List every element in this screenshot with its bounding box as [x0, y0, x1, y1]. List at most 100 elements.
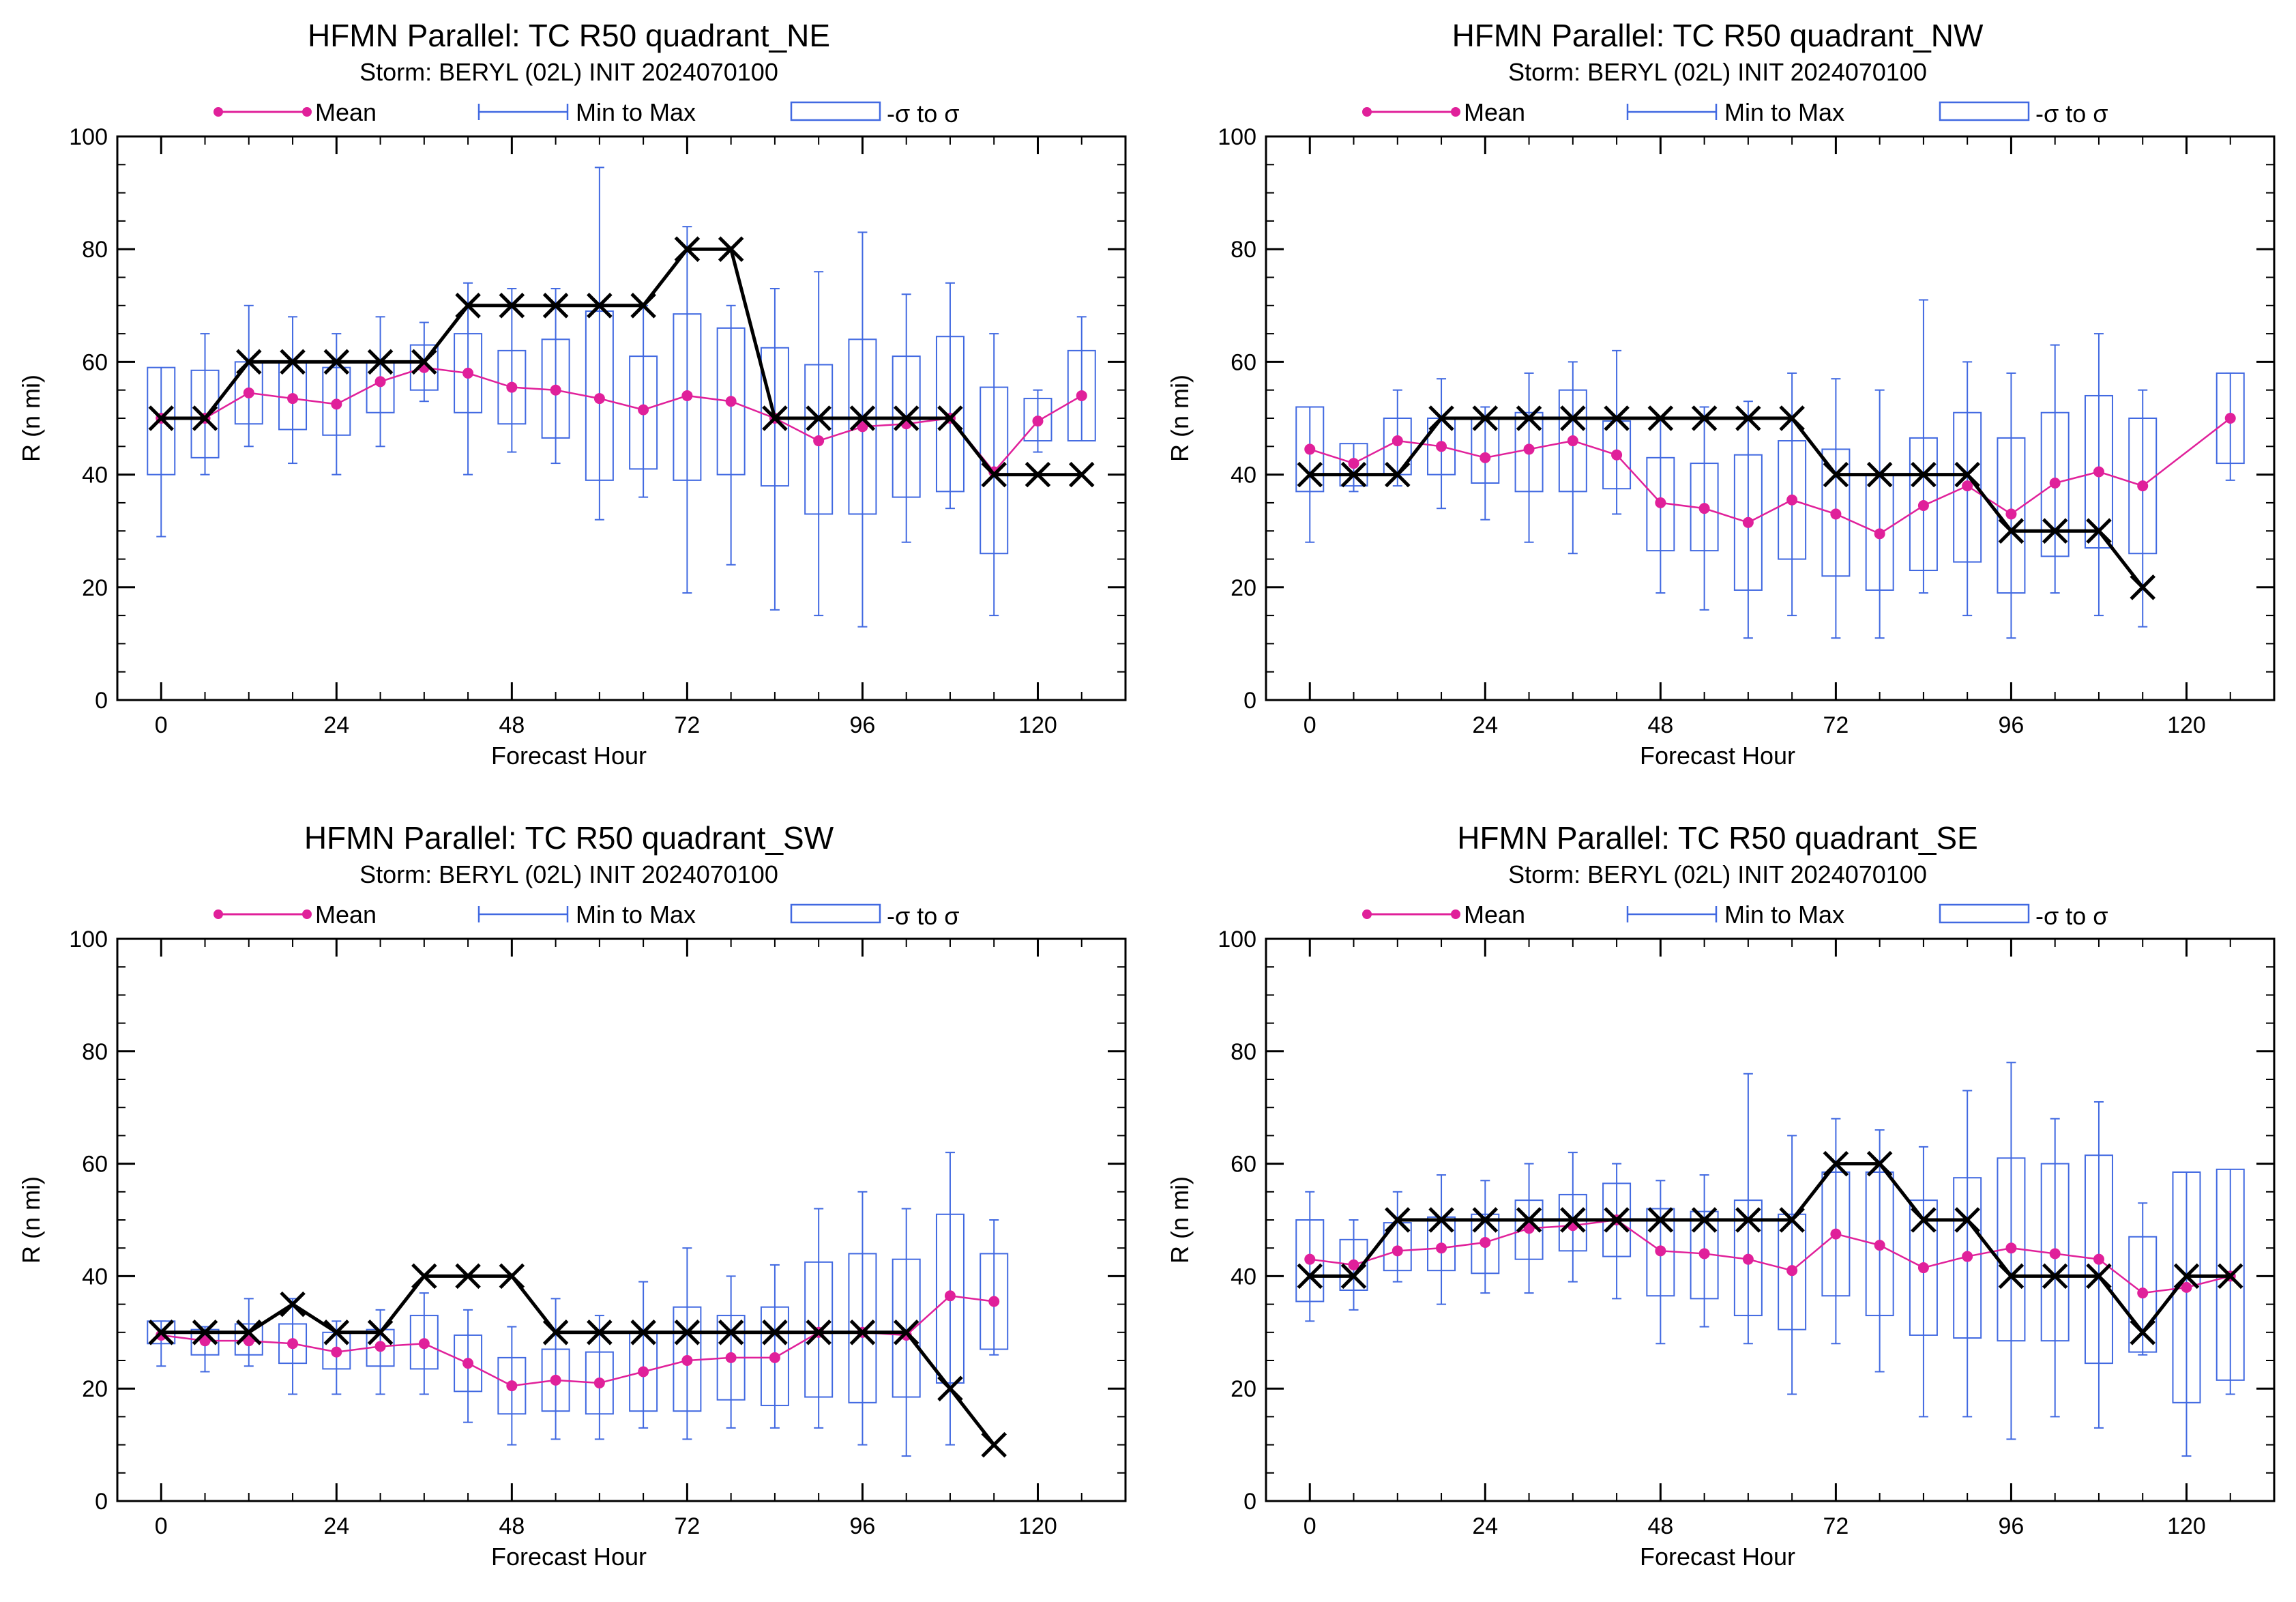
mean-point — [1567, 435, 1578, 447]
mean-line — [1310, 1219, 2231, 1294]
mean-point — [1392, 1245, 1403, 1257]
box-30h — [1514, 372, 1544, 543]
observed-marker-stroke — [1340, 461, 1367, 488]
x-tick-label: 24 — [1472, 1513, 1498, 1539]
observed-marker — [937, 405, 963, 431]
box-78h — [716, 304, 746, 566]
y-axis-label: R (n mi) — [1166, 375, 1194, 462]
box-126h — [2216, 1168, 2245, 1395]
observed-marker-stroke — [192, 1320, 218, 1345]
observed-marker-stroke — [1647, 405, 1674, 431]
y-tick-label: 80 — [1231, 1039, 1256, 1065]
box-66h — [1778, 1135, 1807, 1395]
observed-marker-stroke — [2042, 518, 2068, 544]
observed-marker — [542, 293, 569, 319]
mean-point — [1611, 449, 1623, 461]
observed-marker-stroke — [937, 405, 963, 431]
mean-point — [374, 1341, 386, 1352]
mean-point — [1830, 1228, 1842, 1240]
legend-sigma-box — [1939, 101, 2030, 121]
legend: Mean Min to Max -σ to σ — [214, 901, 959, 930]
legend-sigma-label: -σ to σ — [887, 902, 959, 930]
plot-frame — [116, 937, 1127, 1502]
box-90h — [804, 1208, 834, 1429]
mean-point — [287, 1338, 299, 1350]
observed-marker — [1340, 1263, 1367, 1290]
mean-point — [1874, 528, 1885, 540]
observed-marker — [762, 405, 788, 431]
x-tick-label: 48 — [1647, 1513, 1673, 1539]
box-66h — [629, 1281, 658, 1429]
panel-4: HFMN Parallel: TC R50 quadrant_SE Storm: … — [1166, 820, 2276, 1571]
observed-line — [161, 1274, 996, 1446]
x-tick-label: 72 — [1823, 1513, 1849, 1539]
observed-marker-stroke — [1516, 1207, 1542, 1233]
observed-marker-stroke — [2086, 518, 2112, 544]
observed-marker-stroke — [455, 293, 481, 319]
box-84h — [760, 288, 789, 611]
observed-marker — [1647, 405, 1674, 431]
observed-marker-stroke — [1779, 1207, 1805, 1233]
box-114h — [980, 333, 1009, 617]
observed-marker — [674, 1320, 701, 1345]
observed-marker — [806, 1320, 831, 1345]
observed-marker-stroke — [2130, 1320, 2155, 1345]
mean-point — [1874, 1240, 1885, 1251]
observed-marker — [718, 236, 744, 262]
y-axis-label: R (n mi) — [17, 375, 45, 462]
observed-marker-stroke — [1340, 1263, 1367, 1290]
observed-marker — [236, 1320, 262, 1345]
box-72h — [673, 226, 702, 594]
observed-marker — [455, 1263, 481, 1290]
y-tick-label: 0 — [95, 1489, 108, 1515]
observed-marker — [2086, 518, 2112, 544]
mean-point — [550, 384, 561, 396]
observed-marker — [192, 405, 218, 431]
observed-marker — [1823, 1150, 1849, 1177]
observed-marker — [148, 405, 175, 431]
observed-marker-stroke — [499, 293, 525, 319]
mean-point — [1348, 1259, 1359, 1270]
observed-marker-stroke — [674, 236, 701, 262]
mean-point — [2181, 1281, 2192, 1293]
observed-marker — [849, 405, 876, 431]
legend-mean-label: Mean — [315, 901, 377, 929]
observed-marker — [542, 1320, 569, 1345]
legend: Mean Min to Max -σ to σ — [1362, 98, 2108, 128]
mean-point — [1523, 1223, 1535, 1234]
observed-marker — [1998, 518, 2025, 544]
mean-line — [161, 366, 1083, 474]
mean-point — [506, 1380, 518, 1392]
observed-marker-stroke — [1691, 405, 1718, 431]
mean-point — [1480, 452, 1491, 463]
observed-marker-stroke — [367, 349, 394, 375]
legend-mean-marker — [1451, 107, 1460, 117]
x-tick-label: 48 — [499, 712, 525, 738]
mean-point — [462, 367, 474, 379]
observed-marker — [1779, 1207, 1805, 1233]
observed-marker-stroke — [1954, 461, 1980, 488]
mean-point — [2093, 1253, 2104, 1265]
observed-marker — [806, 405, 831, 431]
box-96h — [848, 1191, 877, 1446]
mean-point — [1742, 1253, 1754, 1265]
y-tick-label: 20 — [82, 1376, 108, 1402]
observed-marker — [1911, 461, 1937, 488]
observed-marker — [674, 236, 701, 262]
observed-marker-stroke — [1560, 1207, 1586, 1233]
chart-title: HFMN Parallel: TC R50 quadrant_SE — [1457, 820, 1978, 856]
observed-marker — [411, 349, 437, 375]
box-60h — [585, 166, 614, 521]
observed-marker-stroke — [1998, 518, 2025, 544]
y-tick-label: 60 — [1231, 349, 1256, 375]
mean-point — [2137, 480, 2149, 492]
observed-marker-stroke — [280, 1291, 306, 1317]
x-tick-label: 120 — [2167, 1513, 2206, 1539]
mean-point — [769, 1352, 780, 1363]
mean-point — [1962, 1251, 1973, 1262]
y-tick-label: 20 — [82, 575, 108, 601]
observed-marker — [1691, 405, 1718, 431]
observed-marker — [1340, 461, 1367, 488]
mean-point — [2137, 1287, 2149, 1299]
observed-marker-stroke — [1911, 461, 1937, 488]
